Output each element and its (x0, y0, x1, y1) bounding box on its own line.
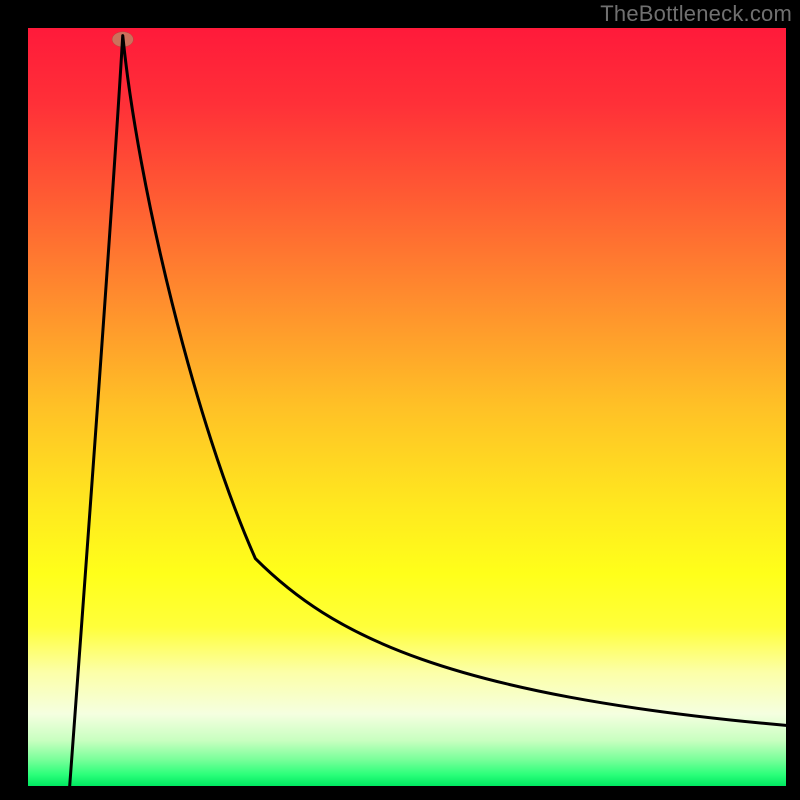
curve-layer (28, 28, 786, 786)
plot-area (28, 28, 786, 786)
watermark-text: TheBottleneck.com (600, 0, 792, 28)
chart-frame: TheBottleneck.com (0, 0, 800, 800)
bottleneck-curve (70, 36, 786, 786)
